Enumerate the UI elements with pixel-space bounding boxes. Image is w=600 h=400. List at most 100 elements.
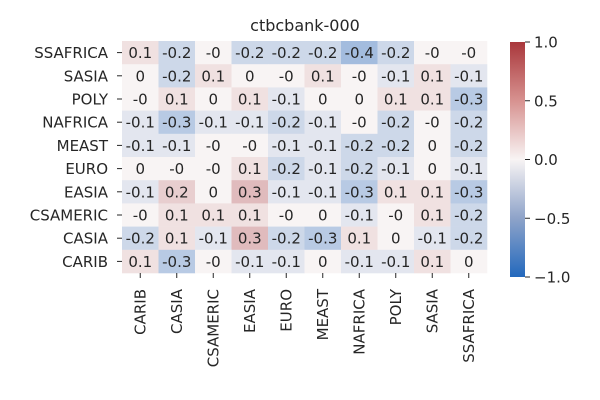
heatmap-cell xyxy=(268,87,305,111)
heatmap-cell xyxy=(341,64,378,88)
row-tick-label: NAFRICA xyxy=(42,114,108,132)
cell-value-label: -0.2 xyxy=(381,44,410,62)
heatmap-cell xyxy=(414,110,451,135)
heatmap-cell xyxy=(377,157,415,181)
column-tick-label: CARIB xyxy=(131,289,149,335)
heatmap-cell xyxy=(414,249,451,274)
cell-value-label: -0 xyxy=(242,137,257,155)
chart-title: ctbcbank-000 xyxy=(250,16,360,35)
row-tick-label: CSAMERIC xyxy=(30,207,108,225)
cell-value-label: 0.1 xyxy=(420,207,444,225)
cell-value-label: -0.2 xyxy=(235,44,264,62)
heatmap-cell xyxy=(341,226,378,251)
heatmap-cell xyxy=(341,41,378,65)
row-labels: SSAFRICA SASIA POLY NAFRICA MEAST EURO EASIA CS… xyxy=(30,44,122,271)
heatmap-cell xyxy=(304,64,342,88)
heatmap-cell xyxy=(414,180,451,204)
cell-value-label: 0.1 xyxy=(128,44,152,62)
heatmap-cell xyxy=(450,226,488,251)
cell-value-label: 0 xyxy=(135,67,145,85)
heatmap-cell xyxy=(158,64,196,88)
heatmap-cell xyxy=(268,41,305,65)
cell-value-label: -0 xyxy=(352,114,367,132)
column-tick-label: EURO xyxy=(277,289,295,332)
column-tick-label: EASIA xyxy=(241,288,259,333)
colorbar xyxy=(510,42,525,277)
heatmap-cell xyxy=(158,133,196,158)
cell-value-label: -0.2 xyxy=(272,160,301,178)
heatmap-cell xyxy=(450,157,488,181)
heatmap-cell xyxy=(414,87,451,111)
row-tick-label: SSAFRICA xyxy=(34,44,109,62)
cell-value-label: -0 xyxy=(206,44,221,62)
cell-value-label: -0.4 xyxy=(345,44,374,62)
cell-value-label: -0.1 xyxy=(381,160,410,178)
heatmap-cell xyxy=(304,41,342,65)
cell-value-label: -0.1 xyxy=(126,183,155,201)
cell-value-label: 0.2 xyxy=(165,183,189,201)
heatmap-cell xyxy=(450,203,488,227)
cell-value-label: -0.2 xyxy=(345,137,374,155)
heatmap-cell xyxy=(122,133,159,158)
heatmap-cell xyxy=(450,180,488,204)
cell-value-label: 0.3 xyxy=(238,183,262,201)
heatmap-cell xyxy=(377,64,415,88)
heatmap-cell xyxy=(195,203,232,227)
heatmap-cell xyxy=(122,249,159,274)
cell-value-label: -0.1 xyxy=(454,160,483,178)
cell-value-label: -0.2 xyxy=(381,137,410,155)
heatmap-cell xyxy=(377,226,415,251)
column-tick-label: NAFRICA xyxy=(350,288,368,354)
column-tick-label: MEAST xyxy=(314,288,332,340)
cell-value-label: -0 xyxy=(133,207,148,225)
heatmap-cell xyxy=(450,64,488,88)
colorbar-gradient xyxy=(510,42,525,277)
heatmap-cell xyxy=(341,157,378,181)
cell-value-label: 0 xyxy=(464,253,474,271)
cell-value-label: -0.2 xyxy=(308,44,337,62)
heatmap-cell xyxy=(231,64,269,88)
heatmap-cell xyxy=(268,157,305,181)
cell-value-label: -0.1 xyxy=(308,160,337,178)
cell-value-label: 0 xyxy=(208,91,218,109)
heatmap-cell xyxy=(414,226,451,251)
cell-value-label: -0.2 xyxy=(272,44,301,62)
heatmap-cell xyxy=(231,41,269,65)
row-tick-label: CASIA xyxy=(63,230,109,248)
cell-value-label: 0.1 xyxy=(165,230,189,248)
cell-value-label: -0 xyxy=(461,44,476,62)
cell-value-label: -0 xyxy=(279,207,294,225)
cell-value-label: 0 xyxy=(318,207,328,225)
row-tick-label: CARIB xyxy=(62,253,108,271)
heatmap-cell xyxy=(195,87,232,111)
heatmap-cell xyxy=(122,110,159,135)
cell-value-label: 0.1 xyxy=(384,91,408,109)
heatmap-cell xyxy=(304,249,342,274)
row-tick-label: POLY xyxy=(72,91,109,109)
cell-value-label: -0.1 xyxy=(126,137,155,155)
cell-value-label: 0 xyxy=(245,67,255,85)
heatmap-cell xyxy=(304,180,342,204)
heatmap-cell xyxy=(377,180,415,204)
column-tick-label: SASIA xyxy=(423,288,441,333)
cell-value-label: 0 xyxy=(427,160,437,178)
heatmap-cell xyxy=(304,110,342,135)
column-tick-label: CSAMERIC xyxy=(204,289,222,367)
cell-value-label: -0 xyxy=(133,91,148,109)
heatmap-cell xyxy=(231,157,269,181)
heatmap-cell xyxy=(341,110,378,135)
cell-value-label: -0.2 xyxy=(454,207,483,225)
heatmap-cell xyxy=(195,249,232,274)
heatmap-cell xyxy=(341,203,378,227)
heatmap-cell xyxy=(450,110,488,135)
cell-value-label: -0.2 xyxy=(162,67,191,85)
heatmap-cell xyxy=(122,203,159,227)
heatmap-cell xyxy=(158,249,196,274)
cell-value-label: -0.1 xyxy=(381,253,410,271)
heatmap-cell xyxy=(341,249,378,274)
cell-value-label: -0.1 xyxy=(272,253,301,271)
cell-value-label: -0.3 xyxy=(345,183,374,201)
cell-value-label: -0 xyxy=(425,114,440,132)
cell-value-label: -0.1 xyxy=(272,183,301,201)
